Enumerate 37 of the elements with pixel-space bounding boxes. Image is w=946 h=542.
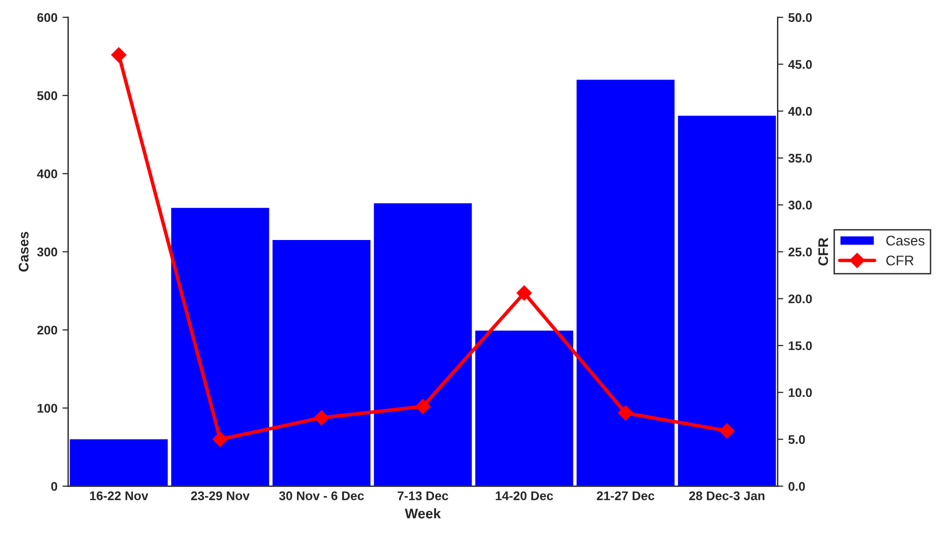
y2-axis-title: CFR [818, 238, 828, 266]
x-tick-label: 23-29 Nov [191, 491, 250, 500]
y2-tick-label: 25.0 [788, 248, 812, 256]
x-tick-label: 28 Dec-3 Jan [689, 491, 764, 500]
x-tick-label: 16-22 Nov [90, 491, 148, 500]
x-tick-label: 7-13 Dec [398, 491, 448, 500]
y-axis-title: Cases [18, 232, 29, 272]
y2-tick-label: 35.0 [788, 154, 812, 163]
point [111, 47, 126, 62]
y2-tick-label: 10.0 [788, 388, 812, 398]
y2-tick-label: 45.0 [788, 60, 812, 69]
point [719, 423, 735, 438]
point [516, 285, 532, 301]
y2-tick-label: 5.0 [788, 435, 805, 444]
x-tick-label: 30 Nov - 6 Dec [279, 491, 364, 500]
x-tick-label: 21-27 Dec [596, 491, 654, 500]
y2-tick-label: 50.0 [788, 13, 812, 22]
y-tick-label: 200 [37, 326, 58, 335]
y-tick-label: 100 [38, 404, 58, 413]
point [415, 398, 430, 414]
y-tick-label: 0 [51, 482, 58, 491]
point [212, 432, 228, 447]
y-tick-label: 300 [37, 248, 58, 256]
y-tick-label: 400 [37, 169, 58, 178]
legend-label: CFR [886, 256, 914, 266]
y2-tick-label: 0.0 [788, 482, 805, 491]
x-tick-label: 14-20 Dec [496, 491, 554, 500]
point [314, 410, 330, 426]
point [618, 405, 634, 421]
y2-tick-label: 30.0 [788, 200, 812, 210]
x-axis-title: Week [404, 508, 441, 518]
y-tick-label: 500 [37, 91, 58, 100]
y2-tick-label: 20.0 [788, 294, 812, 304]
y2-tick-label: 40.0 [788, 106, 812, 116]
legend-label: Cases [886, 236, 924, 246]
y-tick-label: 600 [37, 13, 58, 22]
y2-tick-label: 15.0 [788, 341, 812, 350]
